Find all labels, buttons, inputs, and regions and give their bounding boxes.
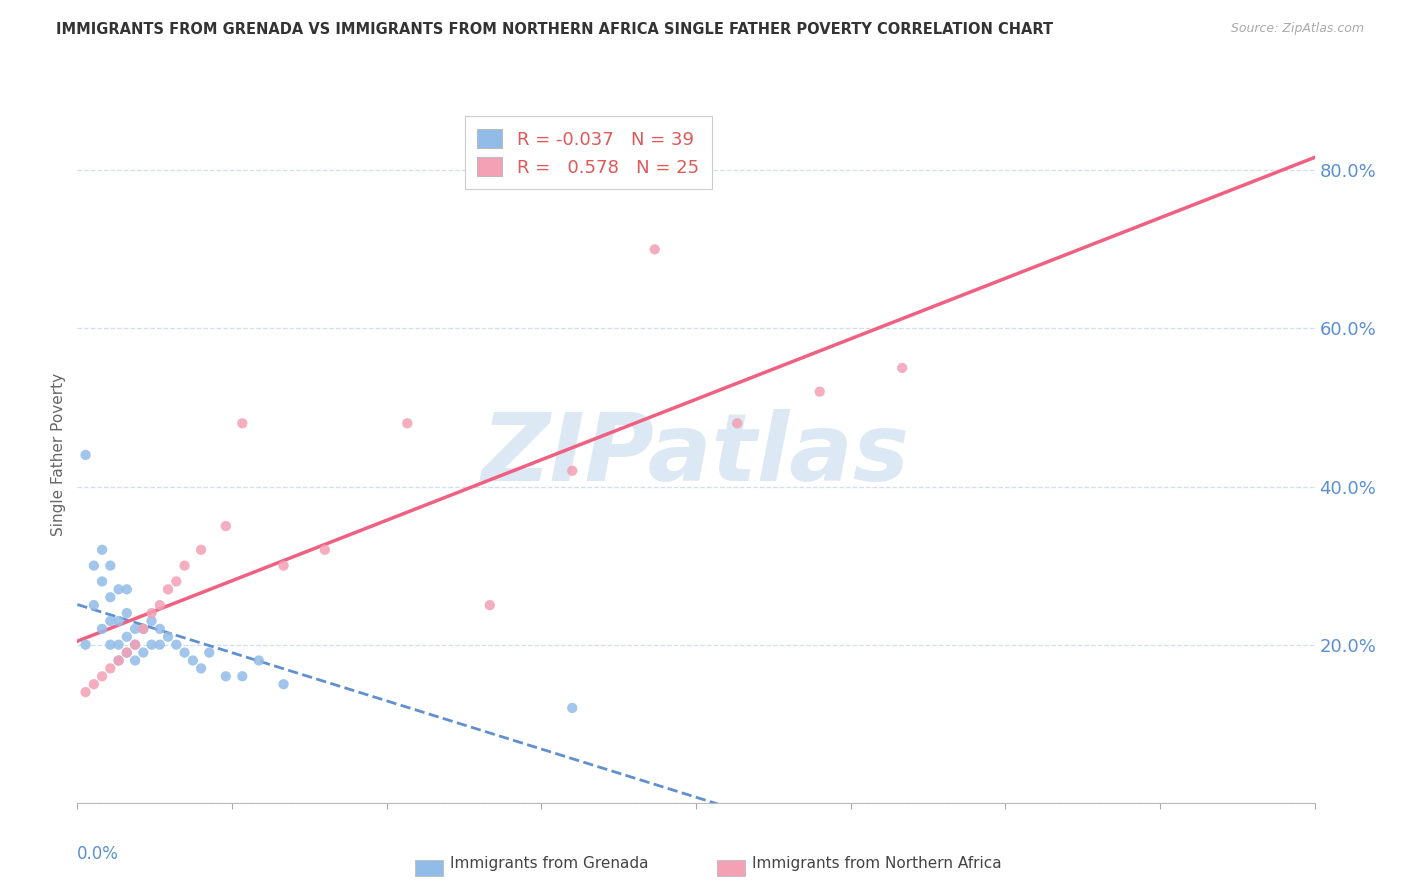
- Point: [75, 448, 97, 462]
- Point: [132, 622, 155, 636]
- Point: [231, 417, 253, 431]
- Point: [215, 669, 238, 683]
- Point: [165, 574, 187, 589]
- Point: [891, 360, 914, 375]
- Point: [149, 622, 172, 636]
- Point: [91, 622, 114, 636]
- Point: [132, 646, 155, 660]
- Point: [157, 582, 180, 597]
- Point: [181, 653, 204, 667]
- Point: [198, 646, 221, 660]
- Point: [124, 638, 146, 652]
- Y-axis label: Single Father Poverty: Single Father Poverty: [51, 374, 66, 536]
- Point: [149, 638, 172, 652]
- Point: [124, 653, 146, 667]
- Point: [273, 558, 295, 573]
- Point: [141, 638, 163, 652]
- Point: [107, 653, 129, 667]
- Point: [561, 464, 583, 478]
- Point: [75, 685, 97, 699]
- Point: [107, 638, 129, 652]
- Point: [808, 384, 831, 399]
- Point: [141, 614, 163, 628]
- Point: [115, 646, 138, 660]
- Point: [91, 542, 114, 557]
- Point: [561, 701, 583, 715]
- Point: [98, 558, 121, 573]
- Point: [644, 243, 666, 257]
- Legend: R = -0.037   N = 39, R =   0.578   N = 25: R = -0.037 N = 39, R = 0.578 N = 25: [464, 116, 711, 189]
- Point: [314, 542, 336, 557]
- Point: [149, 598, 172, 612]
- Point: [247, 653, 270, 667]
- Point: [91, 669, 114, 683]
- Text: Immigrants from Grenada: Immigrants from Grenada: [450, 856, 648, 871]
- Point: [107, 653, 129, 667]
- Point: [173, 558, 195, 573]
- Point: [190, 661, 212, 675]
- Point: [107, 582, 129, 597]
- Point: [98, 591, 121, 605]
- Point: [115, 646, 138, 660]
- Point: [141, 606, 163, 620]
- Text: Immigrants from Northern Africa: Immigrants from Northern Africa: [752, 856, 1002, 871]
- Point: [83, 677, 105, 691]
- Point: [173, 646, 195, 660]
- Point: [190, 542, 212, 557]
- Text: IMMIGRANTS FROM GRENADA VS IMMIGRANTS FROM NORTHERN AFRICA SINGLE FATHER POVERTY: IMMIGRANTS FROM GRENADA VS IMMIGRANTS FR…: [56, 22, 1053, 37]
- Point: [478, 598, 501, 612]
- Point: [107, 614, 129, 628]
- Point: [215, 519, 238, 533]
- Point: [98, 661, 121, 675]
- Point: [124, 638, 146, 652]
- Text: ZIPatlas: ZIPatlas: [482, 409, 910, 501]
- Point: [91, 574, 114, 589]
- Point: [157, 630, 180, 644]
- Point: [83, 598, 105, 612]
- Point: [396, 417, 419, 431]
- Point: [75, 638, 97, 652]
- Point: [231, 669, 253, 683]
- Point: [115, 606, 138, 620]
- Point: [115, 582, 138, 597]
- Point: [124, 622, 146, 636]
- Point: [83, 558, 105, 573]
- Point: [132, 622, 155, 636]
- Text: 0.0%: 0.0%: [77, 845, 120, 863]
- Point: [725, 417, 748, 431]
- Point: [165, 638, 187, 652]
- Point: [98, 638, 121, 652]
- Point: [273, 677, 295, 691]
- Text: Source: ZipAtlas.com: Source: ZipAtlas.com: [1230, 22, 1364, 36]
- Point: [115, 630, 138, 644]
- Point: [98, 614, 121, 628]
